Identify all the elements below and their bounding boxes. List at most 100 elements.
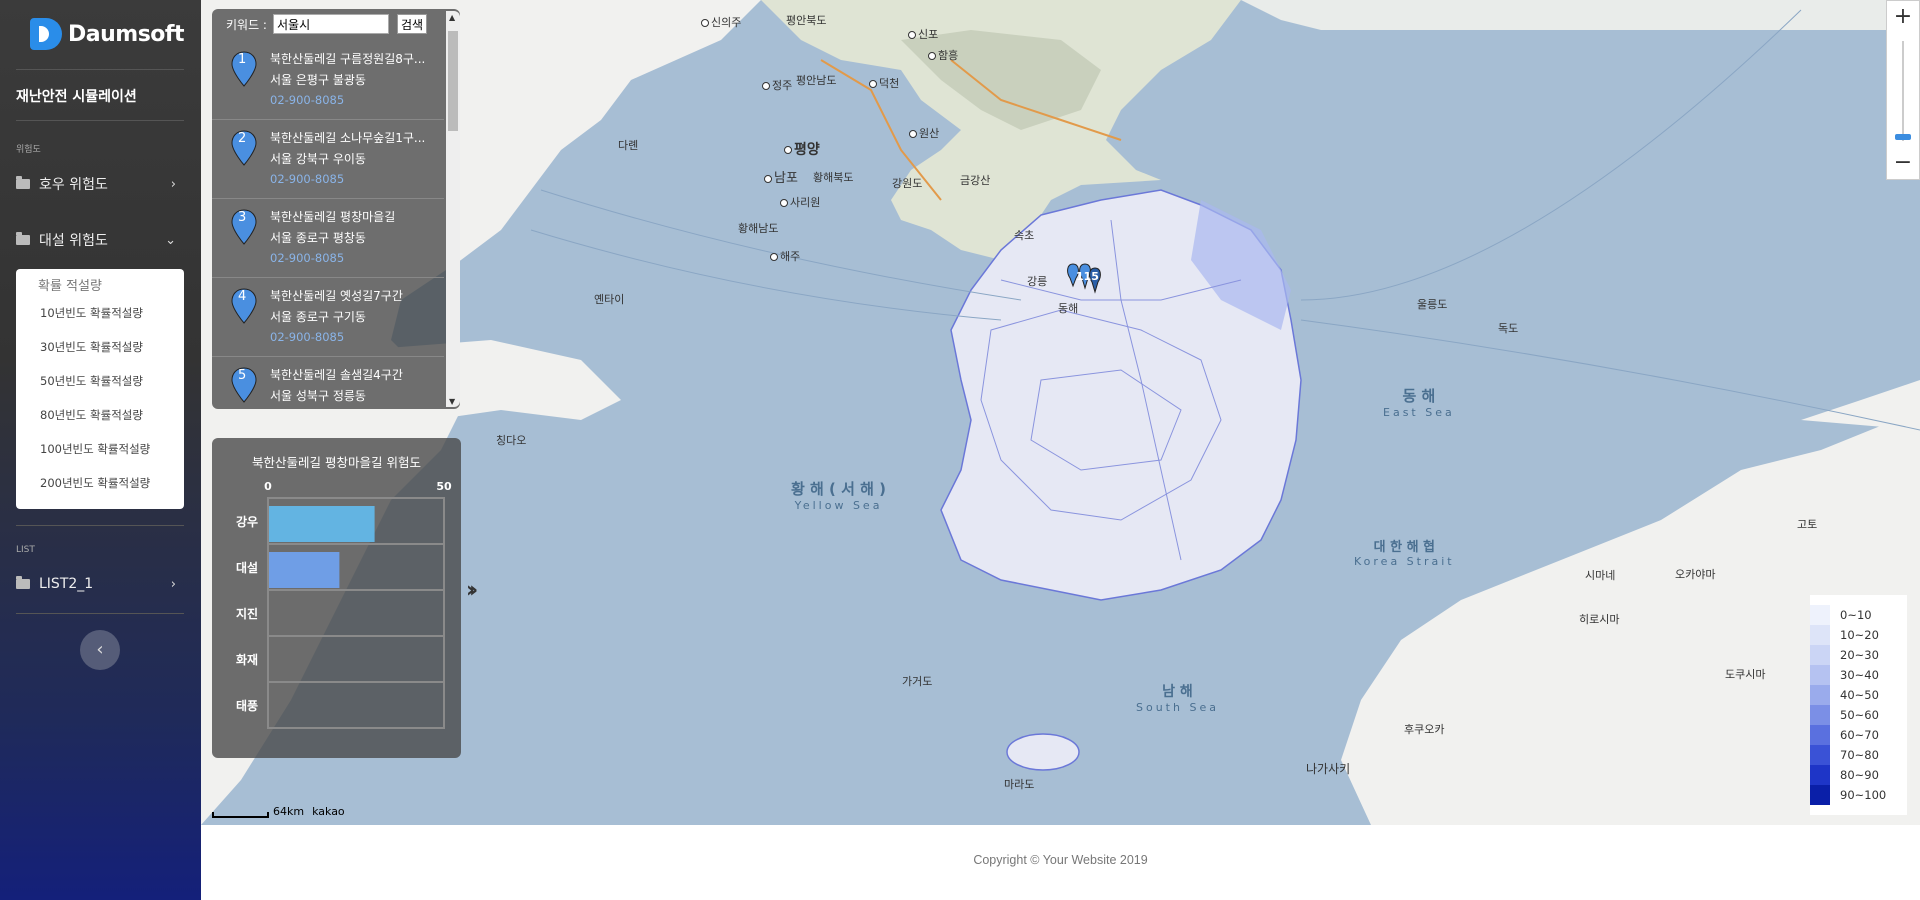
place-label: 가거도 xyxy=(902,675,933,688)
place-label: 히로시마 xyxy=(1579,613,1620,626)
place-label: 시마네 xyxy=(1585,569,1616,582)
submenu-item[interactable]: 80년빈도 확률적설량 xyxy=(40,408,143,422)
sea-label: 남 해 South Sea xyxy=(1136,684,1219,714)
scrollbar-thumb[interactable] xyxy=(448,31,458,131)
sidebar-collapse-button[interactable]: ‹ xyxy=(80,630,120,670)
submenu-item[interactable]: 30년빈도 확률적설량 xyxy=(40,340,143,354)
zoom-out-button[interactable]: − xyxy=(1893,150,1913,175)
submenu-item[interactable]: 10년빈도 확률적설량 xyxy=(40,306,143,320)
search-results-panel: 키워드 : 검색 1 북한산둘레길 구름정원길8구... 서울 은평구 불광동 … xyxy=(212,9,460,409)
chart-row-frame xyxy=(267,635,445,683)
risk-chart-panel: 북한산둘레길 평창마을길 위험도 0 50 강우 대설 지진 화재 태풍 xyxy=(212,438,461,758)
place-label: 도쿠시마 xyxy=(1725,668,1766,681)
results-list: 1 북한산둘레길 구름정원길8구... 서울 은평구 불광동 02-900-80… xyxy=(212,41,444,407)
legend-label: 40~50 xyxy=(1840,688,1879,702)
result-phone[interactable]: 02-900-8085 xyxy=(270,330,345,344)
legend-swatch xyxy=(1810,765,1830,785)
divider xyxy=(16,69,184,70)
category-label: 지진 xyxy=(236,606,258,621)
legend-item: 80~90 xyxy=(1810,765,1907,785)
search-input[interactable] xyxy=(272,14,389,34)
legend-label: 20~30 xyxy=(1840,648,1879,662)
legend-item: 40~50 xyxy=(1810,685,1907,705)
map-pin-icon xyxy=(231,209,257,245)
place-label: 덕천 xyxy=(869,75,899,91)
search-bar: 키워드 : 검색 xyxy=(226,14,427,34)
legend-swatch xyxy=(1810,645,1830,665)
list-item[interactable]: 3 북한산둘레길 평창마을길 서울 종로구 평창동 02-900-8085 xyxy=(212,199,444,278)
map-pin-icon xyxy=(231,367,257,403)
legend-label: 70~80 xyxy=(1840,748,1879,762)
chevron-down-icon: ⌄ xyxy=(165,232,176,248)
expand-panel-icon[interactable]: ›› xyxy=(466,578,478,603)
submenu-item[interactable]: 100년빈도 확률적설량 xyxy=(40,442,151,456)
chevron-right-icon: › xyxy=(170,176,176,192)
scroll-down-icon[interactable]: ▼ xyxy=(449,397,456,406)
place-label: 다롄 xyxy=(618,139,639,152)
result-address: 서울 종로구 구기동 xyxy=(270,310,366,324)
map-scale: 64km kakao xyxy=(212,805,345,818)
category-label: 강우 xyxy=(236,515,258,529)
legend-swatch xyxy=(1810,785,1830,805)
legend-label: 30~40 xyxy=(1840,668,1879,682)
result-address: 서울 성북구 정릉동 xyxy=(270,389,366,403)
list-item[interactable]: 4 북한산둘레길 옛성길7구간 서울 종로구 구기동 02-900-8085 xyxy=(212,278,444,357)
folder-icon xyxy=(16,176,30,189)
legend-item: 90~100 xyxy=(1810,785,1907,805)
legend-swatch xyxy=(1810,625,1830,645)
legend-label: 10~20 xyxy=(1840,628,1879,642)
scale-line xyxy=(212,812,269,818)
scroll-up-icon[interactable]: ▲ xyxy=(449,13,456,22)
legend-swatch xyxy=(1810,685,1830,705)
result-name: 북한산둘레길 옛성길7구간 xyxy=(270,289,403,303)
app-title: 재난안전 시뮬레이션 xyxy=(16,89,137,105)
list-item[interactable]: 5 북한산둘레길 솔샘길4구간 서울 성북구 정릉동 xyxy=(212,357,444,407)
place-label: 평안북도 xyxy=(786,14,827,27)
legend-swatch xyxy=(1810,605,1830,625)
menu-list2-1[interactable]: LIST2_1 › xyxy=(16,573,176,595)
menu-label: 대설 위험도 xyxy=(39,233,108,249)
result-phone[interactable]: 02-900-8085 xyxy=(270,93,345,107)
legend-label: 80~90 xyxy=(1840,768,1879,782)
submenu-item[interactable]: 200년빈도 확률적설량 xyxy=(40,476,151,490)
submenu-title: 확률 적설량 xyxy=(38,279,102,294)
sea-label: 황 해 ( 서 해 ) Yellow Sea xyxy=(791,480,887,512)
place-label: 신의주 xyxy=(701,14,741,30)
result-name: 북한산둘레길 소나무숲길1구... xyxy=(270,131,426,145)
list-item[interactable]: 2 북한산둘레길 소나무숲길1구... 서울 강북구 우이동 02-900-80… xyxy=(212,120,444,199)
zoom-slider[interactable] xyxy=(1902,41,1904,141)
divider xyxy=(16,120,184,121)
tick-label: 50 xyxy=(436,480,452,493)
legend-swatch xyxy=(1810,705,1830,725)
map-pin-icon xyxy=(231,130,257,166)
legend-item: 50~60 xyxy=(1810,705,1907,725)
place-label: 황해남도 xyxy=(738,222,779,235)
pin-number: 2 xyxy=(238,131,247,146)
menu-snow-risk[interactable]: 대설 위험도 ⌄ xyxy=(16,229,176,251)
zoom-slider-handle[interactable] xyxy=(1895,134,1911,140)
list-item[interactable]: 1 북한산둘레길 구름정원길8구... 서울 은평구 불광동 02-900-80… xyxy=(212,41,444,120)
marker-cluster[interactable]: 115 xyxy=(1067,262,1107,300)
chart-row-frame xyxy=(267,589,445,637)
result-phone[interactable]: 02-900-8085 xyxy=(270,251,345,265)
place-label: 동해 xyxy=(1058,302,1079,315)
menu-rain-risk[interactable]: 호우 위험도 › xyxy=(16,173,176,195)
map-view[interactable]: 신의주 평안북도 신포 함흥 정주 평안남도 덕천 원산 평양 남포 황해북도 … xyxy=(201,0,1920,825)
place-label: 남포 xyxy=(764,167,798,186)
chevron-right-icon: › xyxy=(170,576,176,592)
search-button[interactable]: 검색 xyxy=(396,14,427,34)
result-phone[interactable]: 02-900-8085 xyxy=(270,172,345,186)
place-label: 함흥 xyxy=(928,47,958,63)
legend-item: 30~40 xyxy=(1810,665,1907,685)
place-label: 독도 xyxy=(1498,322,1519,335)
submenu-item[interactable]: 50년빈도 확률적설량 xyxy=(40,374,143,388)
place-label: 평양 xyxy=(784,139,820,159)
place-label: 신포 xyxy=(908,26,938,42)
legend-swatch xyxy=(1810,665,1830,685)
logo[interactable]: Daumsoft xyxy=(30,17,185,51)
map-pin-icon xyxy=(231,288,257,324)
results-scrollbar[interactable]: ▲ ▼ xyxy=(446,11,460,407)
zoom-control: + − xyxy=(1886,0,1920,180)
zoom-in-button[interactable]: + xyxy=(1893,4,1913,29)
place-label: 원산 xyxy=(909,125,939,141)
